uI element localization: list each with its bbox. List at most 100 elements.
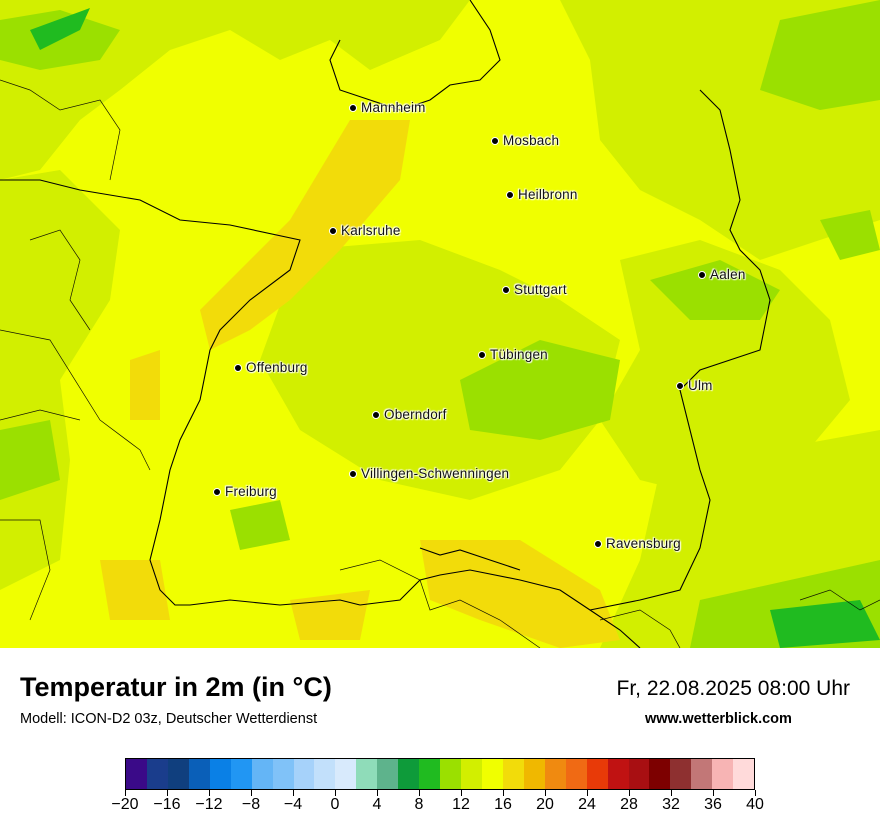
colorbar-cell bbox=[565, 759, 587, 789]
temperature-field bbox=[0, 0, 880, 648]
colorbar-tick bbox=[335, 790, 336, 796]
city-mannheim: Mannheim bbox=[349, 100, 426, 115]
colorbar-cell bbox=[712, 759, 734, 789]
city-mosbach: Mosbach bbox=[491, 133, 559, 148]
colorbar-tick-label: −12 bbox=[195, 796, 223, 813]
colorbar-tick-label: 36 bbox=[704, 796, 722, 813]
colorbar-cell bbox=[607, 759, 629, 789]
colorbar-tick bbox=[755, 790, 756, 796]
city-marker-icon bbox=[698, 270, 706, 279]
colorbar-cell bbox=[440, 759, 461, 789]
colorbar-cell bbox=[209, 759, 231, 789]
city-heilbronn: Heilbronn bbox=[506, 187, 578, 202]
colorbar-tick-label: 0 bbox=[330, 796, 340, 813]
colorbar-tick-label: 28 bbox=[620, 796, 638, 813]
colorbar-tick-label: −20 bbox=[111, 796, 139, 813]
city-marker-icon bbox=[491, 136, 499, 145]
city-label: Heilbronn bbox=[518, 187, 578, 202]
colorbar-tick-label: 12 bbox=[452, 796, 470, 813]
city-marker-icon bbox=[478, 350, 486, 359]
colorbar-tick-label: 40 bbox=[746, 796, 764, 813]
colorbar-tick bbox=[251, 790, 252, 796]
colorbar-cell bbox=[733, 759, 755, 789]
colorbar-tick-label: 8 bbox=[414, 796, 424, 813]
colorbar-tick bbox=[629, 790, 630, 796]
colorbar-tick bbox=[545, 790, 546, 796]
model-source: Modell: ICON-D2 03z, Deutscher Wetterdie… bbox=[20, 711, 318, 727]
city-marker-icon bbox=[594, 539, 602, 548]
city-ravensburg: Ravensburg bbox=[594, 536, 681, 551]
colorbar-cell bbox=[126, 759, 147, 789]
colorbar-cell bbox=[146, 759, 168, 789]
city-label: Stuttgart bbox=[514, 282, 567, 297]
city-label: Mannheim bbox=[361, 100, 426, 115]
colorbar-cell bbox=[398, 759, 420, 789]
forecast-datetime: Fr, 22.08.2025 08:00 Uhr bbox=[616, 677, 851, 700]
colorbar-tick bbox=[293, 790, 294, 796]
website-link[interactable]: www.wetterblick.com bbox=[645, 711, 792, 727]
city-marker-icon bbox=[349, 469, 357, 478]
colorbar-cell bbox=[230, 759, 252, 789]
city-marker-icon bbox=[676, 381, 684, 390]
city-stuttgart: Stuttgart bbox=[502, 282, 567, 297]
city-offenburg: Offenburg bbox=[234, 360, 308, 375]
colorbar-cell bbox=[461, 759, 482, 789]
city-label: Offenburg bbox=[246, 360, 308, 375]
colorbar-tick-label: 20 bbox=[536, 796, 554, 813]
city-label: Oberndorf bbox=[384, 407, 447, 422]
colorbar-cell bbox=[272, 759, 294, 789]
city-villingen-schwenningen: Villingen-Schwenningen bbox=[349, 466, 509, 481]
colorbar-tick bbox=[587, 790, 588, 796]
temperature-colorbar bbox=[125, 758, 755, 790]
colorbar-cell bbox=[377, 759, 399, 789]
colorbar-cell bbox=[167, 759, 189, 789]
colorbar-cell bbox=[691, 759, 713, 789]
city-karlsruhe: Karlsruhe bbox=[329, 223, 401, 238]
map-title: Temperatur in 2m (in °C) bbox=[20, 672, 332, 702]
colorbar-cell bbox=[419, 759, 441, 789]
city-label: Villingen-Schwenningen bbox=[361, 466, 510, 481]
colorbar-cell bbox=[188, 759, 210, 789]
city-label: Karlsruhe bbox=[341, 223, 401, 238]
colorbar-cell bbox=[670, 759, 692, 789]
colorbar-tick-label: 32 bbox=[662, 796, 680, 813]
colorbar-cell bbox=[356, 759, 378, 789]
city-ulm: Ulm bbox=[676, 378, 713, 393]
colorbar-tick bbox=[377, 790, 378, 796]
city-marker-icon bbox=[506, 190, 514, 199]
colorbar-cell bbox=[649, 759, 671, 789]
colorbar-cell bbox=[335, 759, 357, 789]
city-marker-icon bbox=[349, 103, 357, 112]
city-label: Tübingen bbox=[490, 347, 548, 362]
colorbar-tick bbox=[503, 790, 504, 796]
colorbar-tick bbox=[461, 790, 462, 796]
temperature-map: Mannheim Mosbach Heilbronn Karlsruhe Aal… bbox=[0, 0, 880, 648]
city-label: Ravensburg bbox=[606, 536, 681, 551]
colorbar-tick bbox=[671, 790, 672, 796]
colorbar-ticks: −20 −16 −12 −8 −4 0 4 8 12 16 20 24 28 32 36 40 bbox=[0, 790, 880, 830]
colorbar-tick-label: 4 bbox=[372, 796, 382, 813]
colorbar-cell bbox=[481, 759, 503, 789]
colorbar-tick bbox=[125, 790, 126, 796]
colorbar-tick bbox=[713, 790, 714, 796]
city-marker-icon bbox=[213, 487, 221, 496]
colorbar-tick bbox=[419, 790, 420, 796]
colorbar-tick-label: −4 bbox=[283, 796, 303, 813]
colorbar-tick-label: −8 bbox=[241, 796, 261, 813]
city-label: Freiburg bbox=[225, 484, 277, 499]
colorbar-tick bbox=[209, 790, 210, 796]
colorbar-cell bbox=[544, 759, 566, 789]
city-marker-icon bbox=[329, 226, 337, 235]
city-label: Mosbach bbox=[503, 133, 560, 148]
colorbar-cell bbox=[586, 759, 608, 789]
city-tuebingen: Tübingen bbox=[478, 347, 548, 362]
colorbar-tick-label: 16 bbox=[494, 796, 512, 813]
city-label: Ulm bbox=[688, 378, 713, 393]
colorbar-tick-label: −16 bbox=[153, 796, 181, 813]
colorbar-cell bbox=[293, 759, 315, 789]
city-marker-icon bbox=[234, 363, 242, 372]
colorbar-cell bbox=[314, 759, 336, 789]
colorbar-tick bbox=[167, 790, 168, 796]
colorbar-cell bbox=[523, 759, 545, 789]
city-aalen: Aalen bbox=[698, 267, 746, 282]
